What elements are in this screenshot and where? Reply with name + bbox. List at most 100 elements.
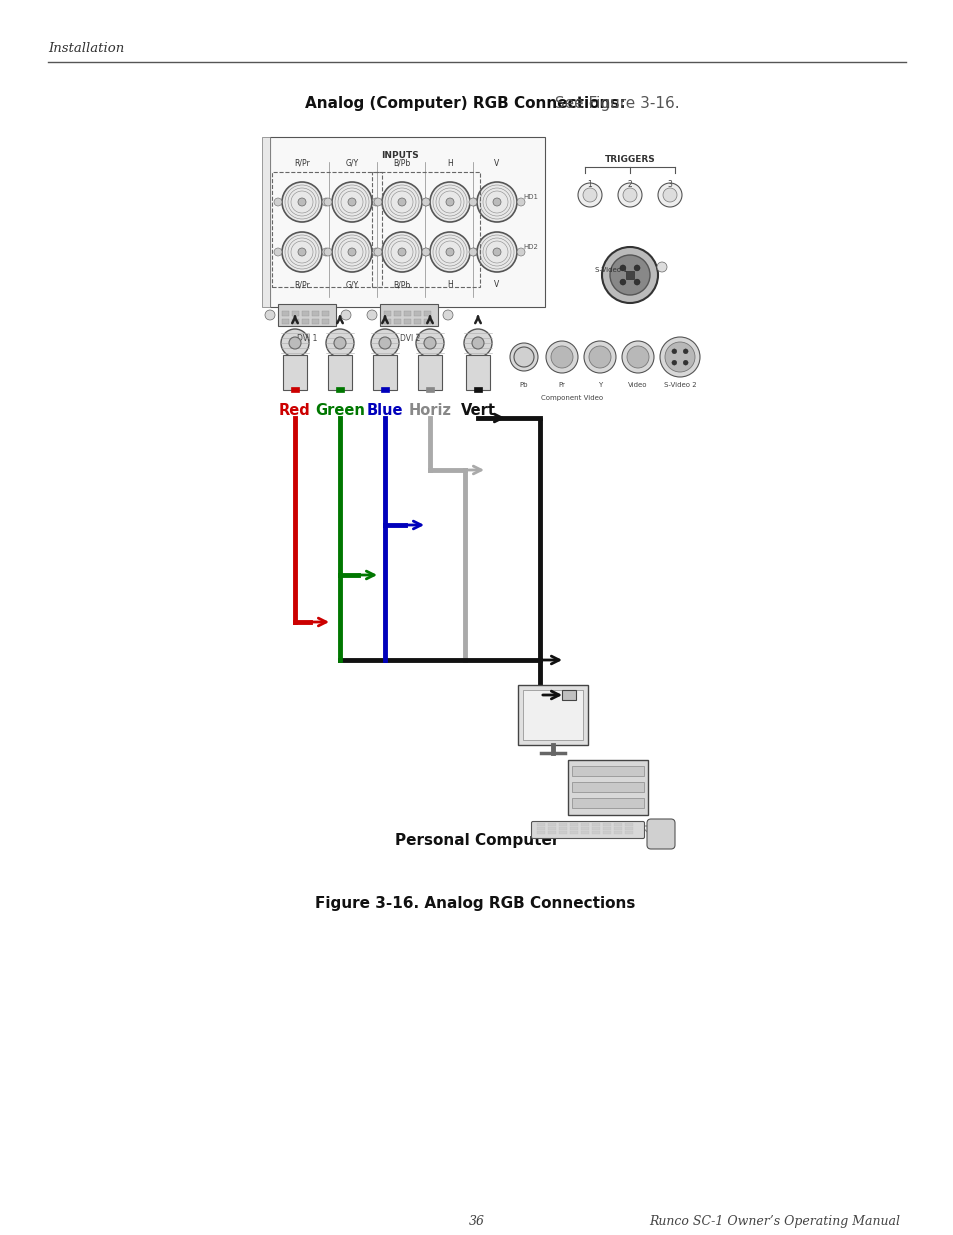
Bar bbox=[423, 319, 431, 324]
Bar bbox=[423, 311, 431, 316]
Circle shape bbox=[416, 329, 443, 357]
Text: B/Pb: B/Pb bbox=[393, 159, 410, 168]
Circle shape bbox=[381, 182, 421, 222]
Circle shape bbox=[671, 361, 676, 366]
Text: INPUTS: INPUTS bbox=[381, 151, 418, 161]
Bar bbox=[262, 137, 270, 308]
Text: HD2: HD2 bbox=[522, 245, 537, 249]
Text: 2: 2 bbox=[627, 180, 632, 189]
Circle shape bbox=[545, 341, 578, 373]
Circle shape bbox=[371, 329, 398, 357]
Bar bbox=[302, 319, 309, 324]
Bar bbox=[547, 823, 556, 826]
Circle shape bbox=[634, 266, 639, 270]
Circle shape bbox=[469, 248, 476, 256]
Bar bbox=[414, 319, 420, 324]
Bar bbox=[602, 831, 610, 834]
Circle shape bbox=[446, 198, 454, 206]
Text: Runco SC-1 Owner’s Operating Manual: Runco SC-1 Owner’s Operating Manual bbox=[648, 1215, 899, 1228]
Bar bbox=[624, 823, 633, 826]
Circle shape bbox=[609, 254, 649, 295]
Circle shape bbox=[265, 310, 274, 320]
Bar bbox=[322, 319, 329, 324]
Circle shape bbox=[297, 198, 306, 206]
Bar bbox=[537, 831, 544, 834]
Bar bbox=[291, 387, 298, 391]
Text: R/Pr: R/Pr bbox=[294, 159, 310, 168]
Circle shape bbox=[430, 182, 470, 222]
Circle shape bbox=[446, 248, 454, 256]
Bar bbox=[372, 172, 479, 287]
Bar bbox=[569, 831, 578, 834]
Circle shape bbox=[476, 182, 517, 222]
Circle shape bbox=[657, 262, 666, 272]
Text: R/Pr: R/Pr bbox=[294, 280, 310, 289]
Bar bbox=[417, 354, 441, 390]
Bar bbox=[569, 823, 578, 826]
Text: Installation: Installation bbox=[48, 42, 124, 56]
Circle shape bbox=[601, 247, 658, 303]
Bar bbox=[522, 690, 582, 740]
Circle shape bbox=[588, 346, 610, 368]
Bar bbox=[624, 827, 633, 830]
Text: B/Pb: B/Pb bbox=[393, 280, 410, 289]
Bar bbox=[558, 823, 566, 826]
Circle shape bbox=[421, 248, 430, 256]
Circle shape bbox=[463, 329, 492, 357]
Text: Vert: Vert bbox=[460, 403, 495, 417]
Circle shape bbox=[469, 198, 476, 206]
Bar bbox=[614, 823, 621, 826]
Bar bbox=[602, 823, 610, 826]
Circle shape bbox=[517, 198, 524, 206]
Bar bbox=[270, 137, 544, 308]
Text: Y: Y bbox=[598, 382, 601, 388]
Text: V: V bbox=[494, 280, 499, 289]
Circle shape bbox=[281, 329, 309, 357]
Circle shape bbox=[658, 183, 681, 207]
Bar bbox=[572, 798, 643, 808]
Circle shape bbox=[421, 198, 430, 206]
Circle shape bbox=[493, 248, 500, 256]
Bar bbox=[572, 782, 643, 792]
Text: V: V bbox=[494, 159, 499, 168]
Bar bbox=[561, 690, 576, 700]
Circle shape bbox=[472, 337, 483, 350]
Circle shape bbox=[421, 198, 430, 206]
Bar bbox=[580, 831, 588, 834]
Bar bbox=[403, 319, 411, 324]
Bar bbox=[414, 311, 420, 316]
Circle shape bbox=[510, 343, 537, 370]
Text: S-Video 1: S-Video 1 bbox=[595, 267, 627, 273]
Circle shape bbox=[322, 248, 330, 256]
Circle shape bbox=[282, 182, 322, 222]
Text: H: H bbox=[447, 159, 453, 168]
Circle shape bbox=[517, 248, 524, 256]
Bar bbox=[403, 311, 411, 316]
Text: S-Video 2: S-Video 2 bbox=[663, 382, 696, 388]
Circle shape bbox=[582, 188, 597, 203]
Text: TRIGGERS: TRIGGERS bbox=[604, 156, 655, 164]
Bar bbox=[465, 354, 490, 390]
Circle shape bbox=[378, 337, 391, 350]
Bar bbox=[537, 823, 544, 826]
Bar bbox=[282, 319, 289, 324]
Text: HD1: HD1 bbox=[522, 194, 537, 200]
FancyBboxPatch shape bbox=[531, 821, 644, 839]
Circle shape bbox=[476, 232, 517, 272]
Circle shape bbox=[324, 248, 332, 256]
Text: Pb: Pb bbox=[519, 382, 528, 388]
Text: Personal Computer: Personal Computer bbox=[395, 832, 558, 848]
Circle shape bbox=[367, 310, 376, 320]
Bar bbox=[474, 387, 481, 391]
Circle shape bbox=[332, 182, 372, 222]
Bar bbox=[572, 766, 643, 776]
Bar bbox=[624, 831, 633, 834]
Circle shape bbox=[397, 198, 406, 206]
Circle shape bbox=[397, 248, 406, 256]
Circle shape bbox=[326, 329, 354, 357]
Bar bbox=[335, 387, 344, 391]
Bar bbox=[328, 354, 352, 390]
Bar bbox=[312, 319, 318, 324]
Circle shape bbox=[421, 248, 430, 256]
Bar bbox=[282, 311, 289, 316]
